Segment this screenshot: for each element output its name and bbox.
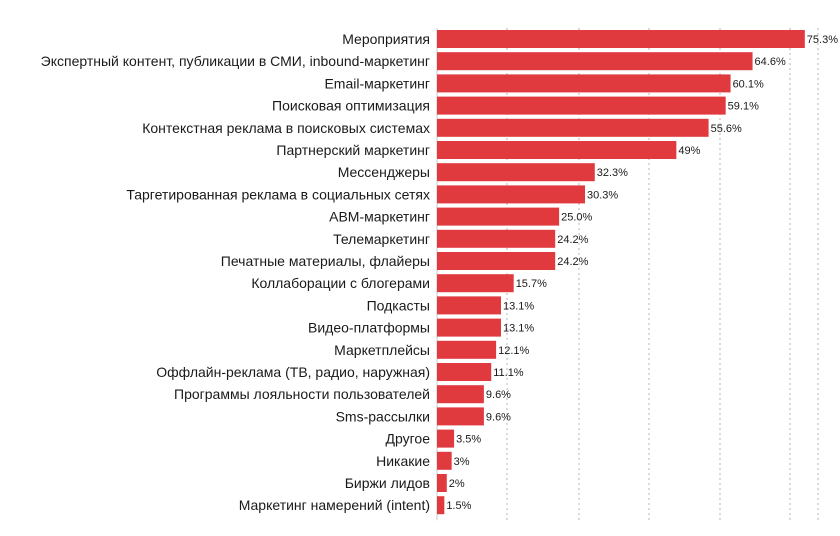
category-label-21: Маркетинг намерений (intent) — [239, 497, 430, 513]
value-label-13: 13.1% — [503, 323, 534, 335]
bar-1 — [437, 52, 753, 71]
bar-13 — [437, 318, 501, 337]
value-label-12: 13.1% — [503, 300, 534, 312]
category-label-4: Контекстная реклама в поисковых системах — [142, 120, 430, 136]
category-label-11: Коллаборации с блогерами — [251, 275, 430, 291]
category-label-13: Видео-платформы — [308, 320, 430, 336]
value-label-17: 9.6% — [486, 411, 511, 423]
label-layer: Мероприятия 75.3% Экспертный контент, публ… — [41, 31, 839, 513]
bar-12 — [437, 296, 501, 315]
value-label-20: 2% — [449, 478, 465, 490]
category-label-9: Телемаркетинг — [333, 231, 430, 247]
bar-20 — [437, 474, 447, 492]
value-label-21: 1.5% — [446, 500, 471, 512]
value-label-4: 55.6% — [711, 123, 742, 135]
value-label-6: 32.3% — [597, 167, 628, 179]
category-label-20: Биржи лидов — [345, 475, 430, 491]
value-label-0: 75.3% — [807, 34, 838, 46]
category-label-3: Поисковая оптимизация — [272, 98, 430, 114]
category-label-6: Мессенджеры — [338, 164, 430, 180]
category-label-7: Таргетированная реклама в социальных сет… — [126, 186, 430, 202]
value-label-3: 59.1% — [728, 101, 759, 113]
value-label-14: 12.1% — [498, 345, 529, 357]
value-label-8: 25.0% — [561, 212, 592, 224]
category-label-8: ABM-маркетинг — [329, 209, 430, 225]
bar-10 — [437, 252, 556, 270]
value-label-18: 3.5% — [456, 434, 481, 446]
category-label-10: Печатные материалы, флайеры — [221, 253, 430, 269]
bar-18 — [437, 429, 455, 448]
category-label-19: Никакие — [376, 453, 430, 469]
bar-11 — [437, 274, 514, 293]
category-label-2: Email-маркетинг — [324, 75, 430, 91]
value-label-19: 3% — [454, 456, 470, 468]
bar-4 — [437, 118, 709, 137]
bar-15 — [437, 363, 492, 381]
category-label-17: Sms-рассылки — [336, 408, 430, 424]
value-label-11: 15.7% — [516, 278, 547, 290]
bar-9 — [437, 229, 556, 248]
value-label-9: 24.2% — [557, 234, 588, 246]
bar-3 — [437, 96, 726, 115]
value-label-15: 11.1% — [493, 367, 524, 379]
bar-6 — [437, 163, 595, 182]
category-label-1: Экспертный контент, публикации в СМИ, in… — [41, 53, 430, 69]
bar-layer — [437, 30, 805, 515]
value-label-7: 30.3% — [587, 189, 618, 201]
category-label-12: Подкасты — [367, 297, 430, 313]
category-label-5: Партнерский маркетинг — [276, 142, 430, 158]
value-label-1: 64.6% — [755, 56, 786, 68]
category-label-16: Программы лояльности пользователей — [174, 386, 430, 402]
bar-19 — [437, 451, 452, 470]
value-label-5: 49% — [678, 145, 700, 157]
bar-2 — [437, 74, 731, 93]
value-label-16: 9.6% — [486, 389, 511, 401]
bar-5 — [437, 141, 677, 159]
bar-8 — [437, 207, 560, 226]
category-label-0: Мероприятия — [342, 31, 430, 47]
category-label-15: Оффлайн-реклама (ТВ, радио, наружная) — [156, 364, 430, 380]
value-label-10: 24.2% — [557, 256, 588, 268]
bar-0 — [437, 30, 805, 48]
bar-21 — [437, 496, 445, 515]
bar-16 — [437, 385, 484, 404]
category-label-18: Другое — [386, 431, 431, 447]
bar-17 — [437, 407, 484, 426]
category-label-14: Маркетплейсы — [334, 342, 430, 358]
bar-14 — [437, 340, 497, 359]
value-label-2: 60.1% — [733, 78, 764, 90]
bar-7 — [437, 185, 586, 204]
